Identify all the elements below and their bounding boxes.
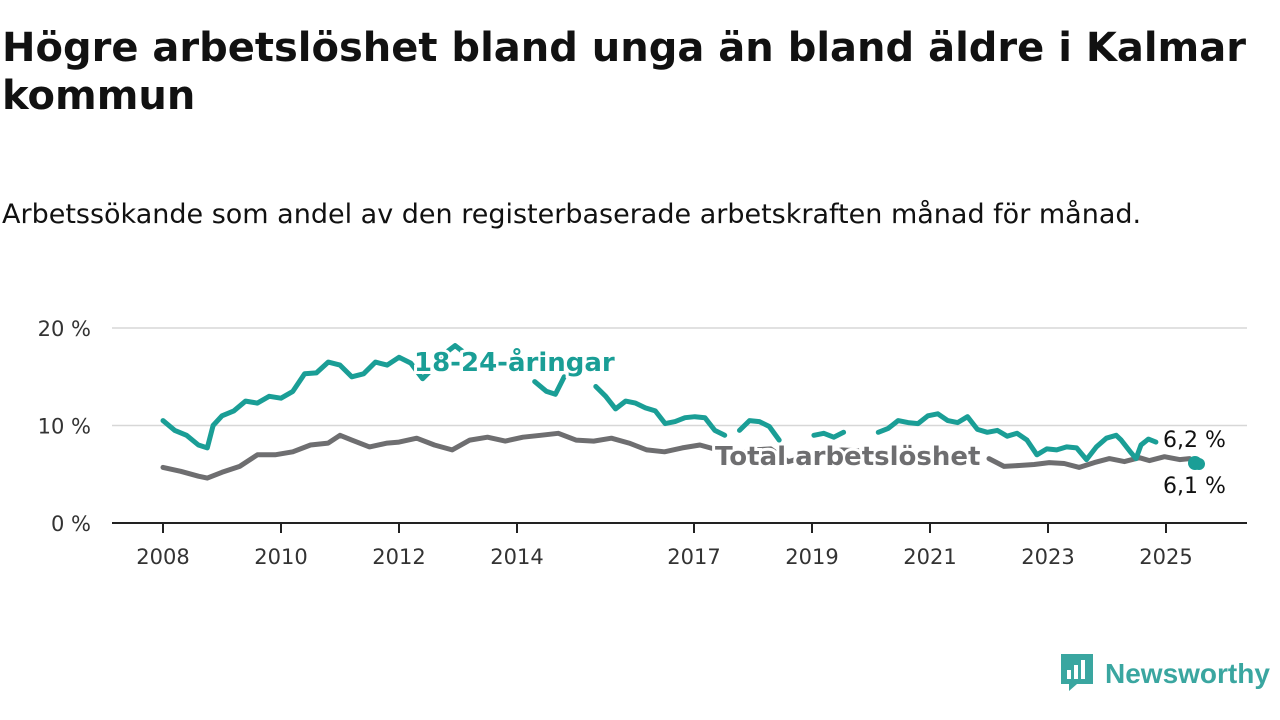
series-line-unga xyxy=(532,374,567,397)
chart-subtitle: Arbetssökande som andel av den registerb… xyxy=(2,199,1142,230)
x-tick-label: 2008 xyxy=(136,545,189,569)
series-line-total xyxy=(986,454,1193,470)
x-tick-label: 2017 xyxy=(667,545,720,569)
x-tick-label: 2025 xyxy=(1139,545,1192,569)
series-line-unga xyxy=(160,343,467,451)
newsworthy-brand: Newsworthy xyxy=(1059,654,1270,694)
x-tick-label: 2021 xyxy=(903,545,956,569)
chart-title: Högre arbetslöshet bland unga än bland ä… xyxy=(2,25,1246,119)
newsworthy-chart-icon xyxy=(1059,652,1095,696)
x-tick-label: 2019 xyxy=(785,545,838,569)
series-lines xyxy=(160,343,1205,481)
x-tick-label: 2010 xyxy=(254,545,307,569)
x-axis: 2008 2010 2012 2014 2017 2019 2021 2023 2025 xyxy=(112,522,1247,569)
y-tick-label: 10 % xyxy=(38,415,91,439)
series-label-total: Total arbetslöshet xyxy=(715,442,980,472)
series-label-unga: 18-24-åringar xyxy=(414,346,615,378)
x-tick-label: 2023 xyxy=(1021,545,1074,569)
y-tick-label: 20 % xyxy=(38,317,91,341)
series-line-unga xyxy=(593,384,728,438)
series-line-unga xyxy=(875,411,1159,463)
y-tick-label: 0 % xyxy=(51,512,91,536)
series-line-unga xyxy=(737,418,782,443)
x-tick-label: 2012 xyxy=(372,545,425,569)
series-labels: 18-24-åringar Total arbetslöshet 6,2 % 6,1 … xyxy=(411,343,1228,502)
end-value-label-unga: 6,2 % xyxy=(1163,428,1226,453)
gridlines xyxy=(112,327,1247,427)
end-value-label-total: 6,1 % xyxy=(1163,474,1226,499)
y-axis: 0 % 10 % 20 % xyxy=(38,317,91,536)
brand-name: Newsworthy xyxy=(1105,658,1270,689)
x-tick-label: 2014 xyxy=(490,545,543,569)
series-line-unga xyxy=(811,429,847,440)
series-end-marker xyxy=(1193,458,1205,470)
series-line-total xyxy=(160,430,880,481)
